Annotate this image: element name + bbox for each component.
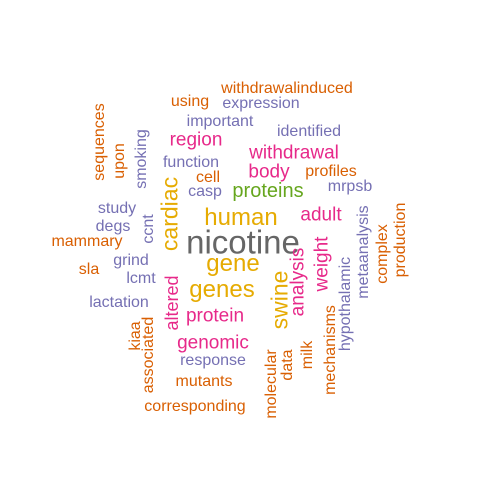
word-gene: gene [206,250,260,277]
word-using: using [170,93,210,110]
word-complex: complex [374,224,391,284]
word-corresponding: corresponding [144,398,246,415]
word-body: body [248,161,290,183]
word-profiles: profiles [305,163,357,180]
word-mammary: mammary [51,233,123,250]
word-mrpsb: mrpsb [327,178,373,195]
word-lcmt: lcmt [126,270,156,287]
word-protein: protein [185,305,245,327]
word-expression: expression [222,95,300,112]
word-molecular: molecular [263,349,280,419]
word-mechanisms: mechanisms [322,305,339,395]
word-withdrawal: withdrawal [249,142,339,164]
word-response: response [180,352,246,369]
word-genomic: genomic [177,332,249,354]
word-identified: identified [276,123,342,140]
word-weight: weight [311,236,333,292]
word-genes: genes [189,276,255,303]
word-milk: milk [299,340,316,370]
word-withdrawalinduced: withdrawalinduced [221,80,353,97]
word-cell: cell [195,169,221,186]
word-adult: adult [300,204,342,226]
word-casp: casp [188,183,222,200]
word-upon: upon [111,143,128,179]
word-production: production [392,202,409,278]
word-sla: sla [78,261,100,278]
word-lactation: lactation [89,294,149,311]
word-associated: associated [140,316,157,394]
word-nicotine: nicotine [186,223,300,261]
word-analysis: analysis [287,247,309,317]
word-degs: degs [95,218,131,235]
word-region: region [169,129,223,151]
word-human: human [204,204,278,231]
word-hypothalamic: hypothalamic [337,256,354,352]
word-important: important [186,113,254,130]
word-cardiac: cardiac [156,176,183,252]
word-ccnt: ccnt [140,214,157,244]
word-grind: grind [113,252,149,269]
word-metaanalysis: metaanalysis [355,205,372,299]
word-proteins: proteins [232,180,304,202]
word-mutants: mutants [175,373,233,390]
word-altered: altered [162,275,182,331]
word-data: data [279,349,296,381]
word-sequences: sequences [91,103,108,181]
word-smoking: smoking [133,129,150,189]
word-study: study [97,200,137,217]
word-function: function [162,154,220,171]
